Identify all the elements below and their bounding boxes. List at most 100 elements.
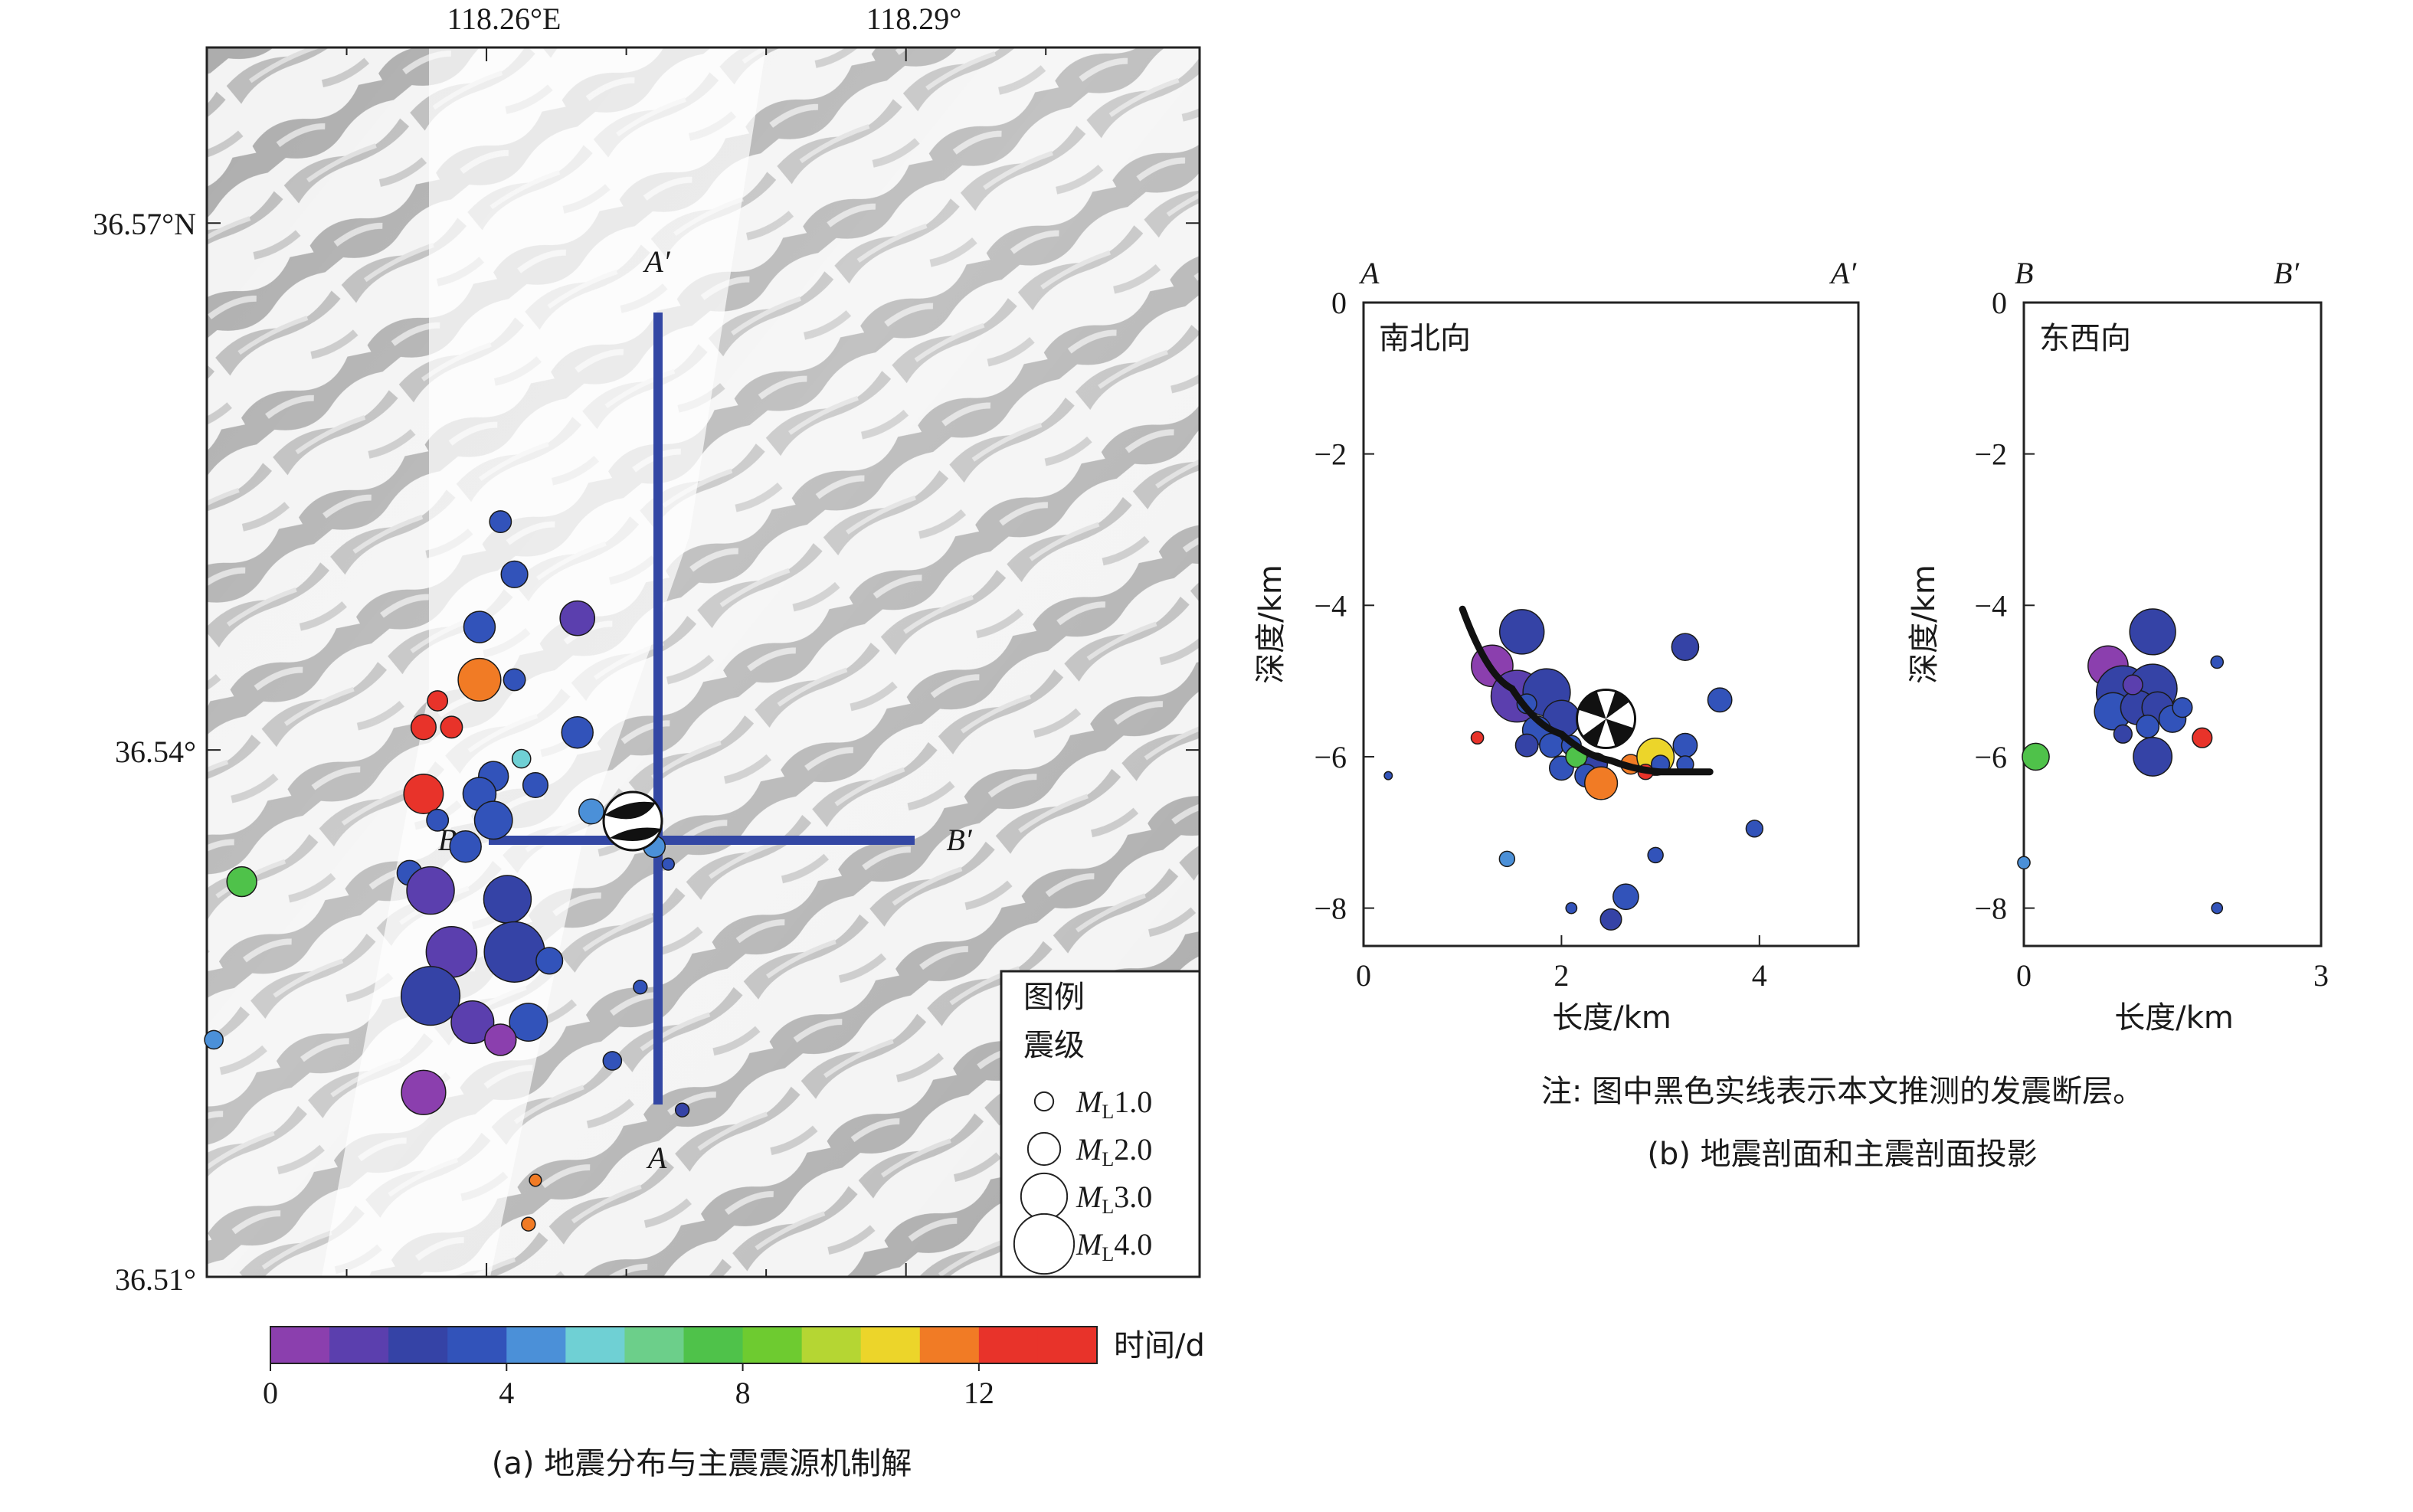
legend-circle	[1026, 1131, 1062, 1167]
epicenter-point	[578, 798, 604, 825]
epicenter-point	[602, 1051, 623, 1071]
section-ns-end-label: A′	[1829, 256, 1857, 290]
epicenter-point	[483, 875, 532, 924]
lon-label-1: 118.26°E	[447, 2, 562, 36]
hypocenter-point	[1672, 732, 1698, 758]
epicenter-point	[561, 715, 594, 749]
section-ns-ticks: 0 2 4 0 −2 −4 −6 −8	[1314, 286, 1766, 993]
y-tick-label: −8	[1314, 892, 1347, 926]
y-tick-label: −8	[1974, 892, 2007, 926]
map-ticks	[207, 47, 1200, 1277]
lat-label-2: 36.54°	[115, 735, 196, 769]
section-ns-start-label: A	[1358, 256, 1380, 290]
colorbar-cell	[1037, 1327, 1098, 1363]
epicenter-point	[450, 1000, 495, 1045]
legend-circle	[1013, 1213, 1076, 1275]
epicenter-point	[400, 966, 461, 1026]
x-tick-label: 4	[1752, 958, 1767, 993]
map-epicenters	[204, 510, 690, 1232]
hypocenter-point	[2192, 727, 2213, 748]
hypocenter-point	[2122, 674, 2143, 695]
magnitude-legend: 图例 震级 ML1.0 ML2.0 ML3.0 ML4.0	[1000, 970, 1201, 1278]
colorbar-ticks: 0 4 8 12	[263, 1363, 994, 1410]
figure-note: 注: 图中黑色实线表示本文推测的发震断层。	[1541, 1074, 2143, 1109]
colorbar-tick-label: 4	[499, 1376, 514, 1410]
epicenter-point	[674, 1102, 690, 1118]
colorbar-frame	[270, 1326, 1098, 1364]
colorbar-tick-label: 8	[735, 1376, 751, 1410]
colorbar-cell	[329, 1327, 389, 1363]
colorbar-cell	[683, 1327, 744, 1363]
epicenter-point	[403, 773, 444, 814]
hypocenter-point	[2113, 724, 2133, 744]
section-ns-xlabel: 长度/km	[1552, 1000, 1671, 1036]
mainshock-beachball-section	[1576, 689, 1637, 750]
epicenter-point	[484, 1023, 517, 1056]
epicenter-point	[500, 560, 529, 588]
colorbar-cell	[506, 1327, 566, 1363]
hypocenter-point	[2172, 697, 2193, 718]
epicenter-point	[427, 690, 449, 712]
colorbar-cell	[565, 1327, 625, 1363]
hypocenter-point	[1565, 902, 1578, 915]
legend-label: ML3.0	[1076, 1180, 1152, 1218]
epicenter-point	[226, 866, 257, 898]
x-tick-label: 0	[2016, 958, 2032, 993]
legend-label: ML1.0	[1076, 1085, 1152, 1123]
epicenter-point	[535, 947, 564, 975]
colorbar-cell	[919, 1327, 980, 1363]
x-tick-label: 3	[2313, 958, 2329, 993]
epicenter-point	[529, 1173, 542, 1187]
epicenter-point	[449, 830, 482, 863]
y-tick-label: −2	[1314, 437, 1347, 472]
epicenter-point	[406, 866, 455, 915]
lat-label-1: 36.57°N	[93, 207, 196, 241]
epicenter-point	[463, 610, 496, 643]
colorbar-tick-label: 0	[263, 1376, 278, 1410]
map-frame	[205, 46, 1201, 1278]
hypocenter-point	[1498, 850, 1516, 868]
x-tick-label: 0	[1356, 958, 1371, 993]
section-ew-title: 东西向	[2039, 321, 2131, 356]
y-tick-label: −2	[1974, 437, 2007, 472]
hypocenter-point	[1470, 731, 1485, 745]
colorbar-cell	[978, 1327, 1039, 1363]
y-tick-label: 0	[1992, 286, 2007, 320]
epicenter-point	[522, 771, 548, 799]
colorbar-cell	[742, 1327, 803, 1363]
epicenter-point	[457, 657, 502, 702]
colorbar-label: 时间/d	[1114, 1328, 1205, 1363]
epicenter-point	[401, 1069, 447, 1115]
section-ns-title: 南北向	[1379, 321, 1471, 356]
y-tick-label: −4	[1974, 588, 2007, 623]
legend-subtitle: 震级	[1023, 1028, 1085, 1063]
legend-title: 图例	[1023, 980, 1085, 1015]
section-beachball	[1576, 689, 1637, 750]
epicenter-point	[509, 1003, 548, 1042]
epicenter-point	[410, 714, 437, 741]
colorbar-cell	[447, 1327, 507, 1363]
hypocenter-point	[1671, 633, 1700, 661]
legend-circle	[1033, 1091, 1055, 1112]
hypocenter-point	[2136, 714, 2160, 738]
legend-label: ML2.0	[1076, 1132, 1152, 1170]
colorbar-cell	[270, 1327, 330, 1363]
hypocenter-point	[1514, 733, 1539, 758]
section-ew-panel: 0 3 0 −2 −4 −6 −8 B B′ 东西向 长度/km 深度/km	[1907, 256, 2329, 1036]
y-tick-label: 0	[1331, 286, 1347, 320]
colorbar-cell	[860, 1327, 921, 1363]
legend-label: ML4.0	[1076, 1227, 1152, 1265]
caption-b: (b) 地震剖面和主震剖面投影	[1647, 1137, 2037, 1172]
epicenter-point	[503, 668, 526, 692]
colorbar-cells	[270, 1327, 1098, 1363]
legend-circle	[1020, 1172, 1069, 1221]
colorbar-cell	[388, 1327, 448, 1363]
profile-label-a-end: A′	[642, 244, 670, 279]
time-colorbar: 0 4 8 12 时间/d	[263, 1326, 1205, 1410]
section-ns-panel: 0 2 4 0 −2 −4 −6 −8 A A′ 南北向 长度/km 深度/km	[1253, 256, 1860, 1036]
section-ns-frame	[1362, 301, 1860, 947]
section-ew-ylabel: 深度/km	[1907, 565, 1942, 684]
section-ew-ticks: 0 3 0 −2 −4 −6 −8	[1974, 286, 2329, 993]
hypocenter-point	[2133, 737, 2173, 777]
colorbar-tick-label: 12	[964, 1376, 994, 1410]
